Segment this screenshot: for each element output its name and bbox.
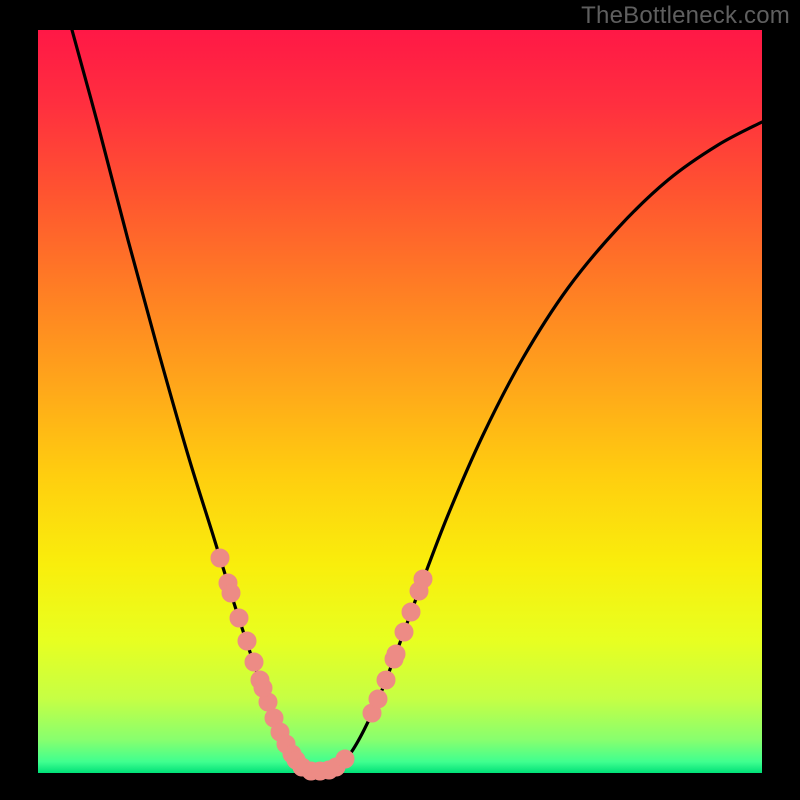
marker-group (211, 549, 432, 780)
bottleneck-curve (72, 30, 762, 772)
chart-canvas: TheBottleneck.com (0, 0, 800, 800)
data-marker (387, 645, 405, 663)
curve-layer (38, 30, 762, 773)
data-marker (414, 570, 432, 588)
plot-area (38, 30, 762, 773)
data-marker (377, 671, 395, 689)
data-marker (336, 750, 354, 768)
data-marker (369, 690, 387, 708)
data-marker (211, 549, 229, 567)
watermark-text: TheBottleneck.com (581, 2, 790, 30)
data-marker (230, 609, 248, 627)
data-marker (402, 603, 420, 621)
data-marker (238, 632, 256, 650)
data-marker (395, 623, 413, 641)
data-marker (245, 653, 263, 671)
data-marker (254, 679, 272, 697)
data-marker (222, 584, 240, 602)
